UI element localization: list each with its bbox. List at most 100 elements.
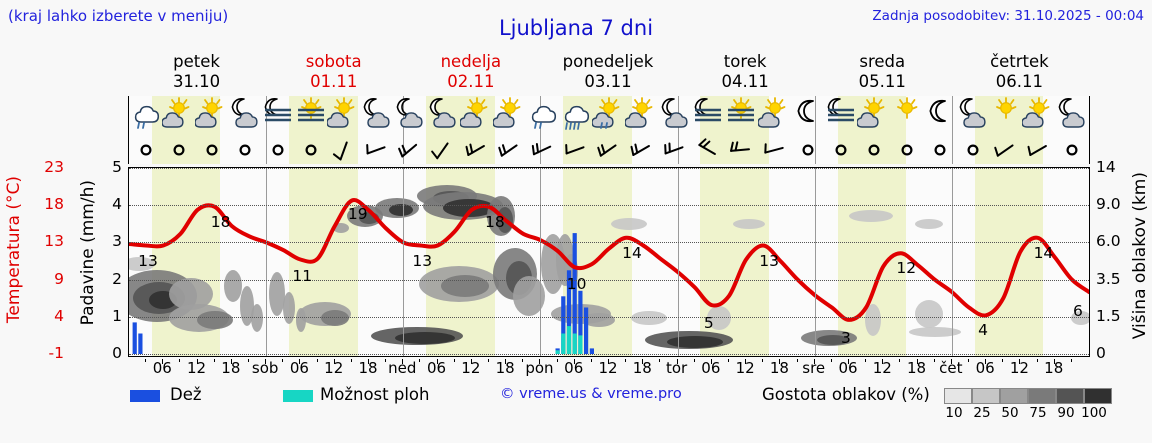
wind-barb-icon-22 <box>857 136 891 162</box>
cloud-density-tick-75: 75 <box>1029 405 1047 421</box>
x-axis-label-8: 06 <box>427 359 447 377</box>
plot-daylight-shade-6 <box>974 168 1044 356</box>
wind-barb-icon-8 <box>393 136 427 162</box>
x-minor-tick <box>556 359 558 362</box>
day-header-row: petek 31.10 sobota 01.11 nedelja 02.11 ponedel… <box>128 52 1090 94</box>
cloud-height-tick-0: 14 <box>1096 158 1116 176</box>
x-axis-label-24: 06 <box>975 359 995 377</box>
x-tick-24 <box>985 359 987 364</box>
temperature-tick-3: 9 <box>54 269 64 288</box>
x-minor-tick <box>1002 359 1004 362</box>
x-minor-tick <box>968 359 969 362</box>
x-tick-6 <box>368 359 369 364</box>
wind-barb-icon-4 <box>261 136 295 162</box>
showers-legend-label: Možnost ploh <box>320 385 430 404</box>
chart-legend: Dež Možnost ploh © vreme.us & vreme.pro … <box>0 385 1152 425</box>
x-minor-tick <box>865 359 867 362</box>
wind-barb-icon-5 <box>294 136 328 162</box>
x-minor-tick <box>213 359 215 362</box>
wind-barb-icon-11 <box>493 136 527 162</box>
sun-cloud-icon <box>624 97 659 133</box>
day-header-3: ponedeljek 03.11 <box>539 52 676 94</box>
plot-day-gridline-3 <box>540 168 542 356</box>
cloud-density-swatch-100 <box>1084 388 1112 404</box>
plot-hgridline-1 <box>129 205 1089 206</box>
sun-cloud-icon <box>194 97 229 133</box>
last-update-text: Zadnja posodobitev: 31.10.2025 - 00:04 <box>872 8 1144 24</box>
temperature-extreme-label: 10 <box>566 274 587 293</box>
temperature-curve-layer <box>129 198 1089 322</box>
x-axis-label-21: 12 <box>872 359 892 377</box>
x-minor-tick <box>453 359 455 362</box>
x-axis-label-2: 18 <box>221 359 241 377</box>
temperature-tick-1: 18 <box>44 195 64 214</box>
day-date: 06.11 <box>995 72 1044 91</box>
x-tick-19 <box>813 359 815 364</box>
temperature-extreme-label: 5 <box>703 313 714 332</box>
forecast-plot: 13 18 11 19 13 18 10 14 5 13 3 12 4 14 6 <box>128 167 1090 357</box>
plot-day-gridline-2 <box>403 168 405 356</box>
wind-barb-icon-12 <box>526 136 560 162</box>
x-tick-9 <box>470 359 472 364</box>
cloud-drizzle-icon <box>129 97 163 133</box>
wind-barb-icon-28 <box>1055 136 1089 162</box>
day-header-5: sreda 05.11 <box>814 52 951 94</box>
precipitation-tick-3: 2 <box>112 269 122 288</box>
cloud-density-tick-10: 10 <box>945 405 963 421</box>
x-axis-label-10: 18 <box>495 359 515 377</box>
cloud-density-tick-50: 50 <box>1001 405 1019 421</box>
x-axis-label-1: 12 <box>187 359 207 377</box>
x-tick-12 <box>573 359 575 364</box>
x-tick-1 <box>196 359 198 364</box>
cloud-height-tick-5: 0 <box>1096 344 1106 362</box>
wind-barb-icon-6 <box>327 136 361 162</box>
temperature-extreme-label: 13 <box>138 251 158 270</box>
x-tick-5 <box>333 359 335 364</box>
temperature-extreme-label: 18 <box>485 212 505 231</box>
wind-barb-icon-14 <box>592 136 626 162</box>
day-separator-3 <box>540 96 542 164</box>
temperature-extreme-label: 14 <box>1033 243 1054 262</box>
wind-barb-icon-27 <box>1022 136 1056 162</box>
x-axis-label-6: 18 <box>358 359 378 377</box>
weather-icon-band <box>128 96 1090 164</box>
cloud-drizzle-icon <box>526 97 560 133</box>
moon-fog-icon <box>691 97 725 133</box>
location-menu-note[interactable]: (kraj lahko izberete v meniju) <box>8 7 229 25</box>
wind-barb-icon-25 <box>956 136 990 162</box>
sun-cloud-icon <box>491 97 527 133</box>
wind-barb-icon-7 <box>360 136 394 162</box>
temperature-extreme-label: 12 <box>896 259 917 278</box>
moon-fog-icon <box>261 97 295 133</box>
wind-barb-icon-3 <box>228 136 262 162</box>
temperature-extreme-label: 4 <box>978 321 989 340</box>
x-minor-tick <box>522 359 524 362</box>
cloud-rain-icon <box>559 97 593 133</box>
x-axis-label-4: 06 <box>289 359 309 377</box>
rain-legend-label: Dež <box>170 385 202 404</box>
page-title: Ljubljana 7 dni <box>498 16 654 40</box>
sun-cloud-icon <box>458 97 494 133</box>
wind-barb-icon-16 <box>658 136 692 162</box>
moon-cloud-icon <box>1055 97 1089 133</box>
wind-barb-icon-24 <box>923 136 957 162</box>
x-minor-tick <box>762 359 764 362</box>
plot-day-gridline-4 <box>677 168 679 356</box>
x-axis-label-9: 12 <box>461 359 481 377</box>
sun-cloud-icon <box>1021 97 1056 133</box>
x-minor-tick <box>625 359 627 362</box>
x-tick-3 <box>265 359 267 364</box>
day-date: 04.11 <box>721 72 769 91</box>
x-axis-label-20: 06 <box>838 359 858 377</box>
x-minor-tick <box>488 359 489 362</box>
copyright-link[interactable]: © vreme.us & vreme.pro <box>500 386 682 402</box>
cloud-height-tick-4: 1.5 <box>1096 306 1121 325</box>
x-axis-label-17: 12 <box>735 359 755 377</box>
precipitation-tick-1: 4 <box>112 195 122 214</box>
precipitation-bars-layer <box>132 233 594 354</box>
x-minor-tick <box>728 359 729 362</box>
day-name: sreda <box>859 52 906 71</box>
day-name: ponedeljek <box>562 52 654 71</box>
x-tick-16 <box>710 359 712 364</box>
x-axis-label-14: 18 <box>632 359 652 377</box>
